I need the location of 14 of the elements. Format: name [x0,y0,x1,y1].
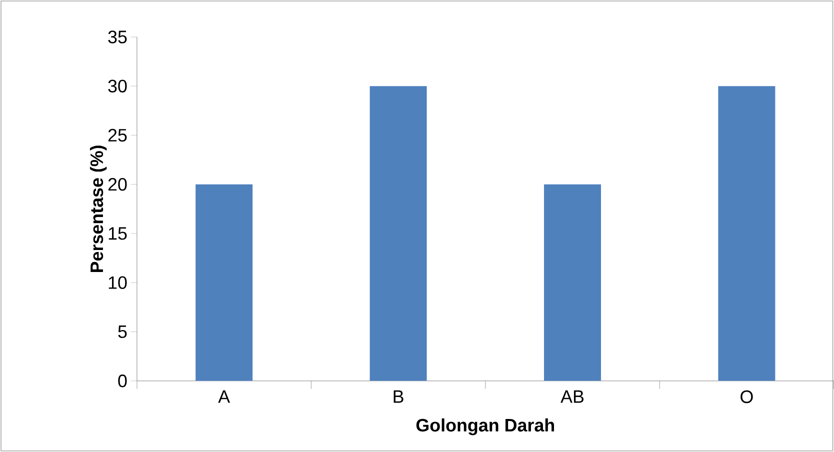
y-tick-label: 35 [108,30,127,44]
y-tick-label: 10 [108,276,127,290]
x-tick-label: A [218,390,230,403]
y-axis-title: Persentase (%) [90,146,107,272]
x-tick-label: AB [560,390,584,403]
y-tick-label: 30 [108,80,127,93]
y-tick-label: 25 [108,128,127,142]
x-tick-label: O [740,390,753,404]
y-tick-label: 20 [108,178,127,191]
x-tick-label: B [394,390,404,403]
x-axis-title: Golongan Darah [416,418,554,436]
y-tick-label: 15 [108,227,127,240]
y-tick-label: 5 [118,326,127,338]
y-tick-label: 0 [118,374,127,388]
